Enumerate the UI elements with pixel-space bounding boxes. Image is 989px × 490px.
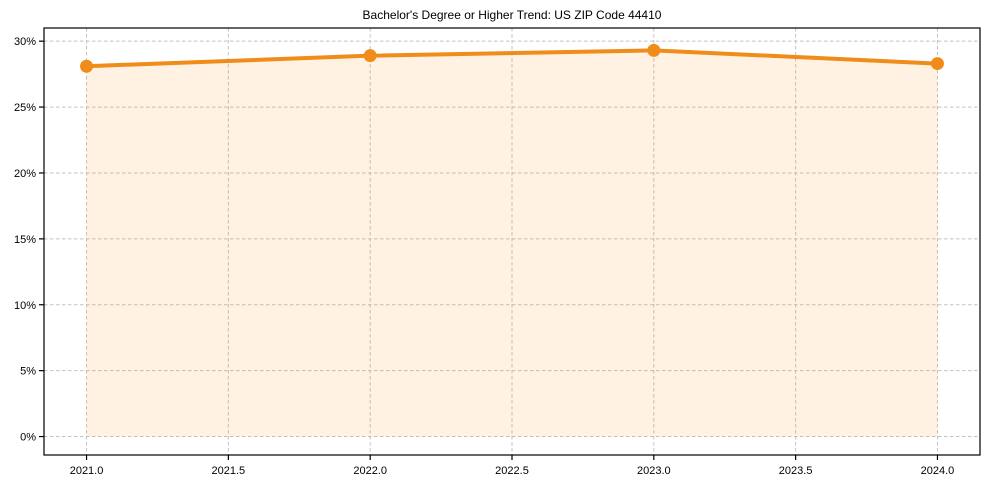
chart-title: Bachelor's Degree or Higher Trend: US ZI… (362, 8, 662, 22)
y-tick-label: 5% (20, 366, 36, 378)
y-tick-label: 10% (14, 300, 36, 312)
x-tick-label: 2024.0 (921, 465, 955, 477)
x-tick-label: 2021.0 (70, 465, 104, 477)
y-tick-label: 0% (20, 432, 36, 444)
x-tick-label: 2022.0 (353, 465, 387, 477)
data-point-marker (80, 59, 94, 73)
data-point-marker (363, 49, 377, 63)
y-tick-label: 30% (14, 36, 36, 48)
x-tick-label: 2021.5 (212, 465, 246, 477)
x-tick-label: 2023.5 (779, 465, 813, 477)
data-point-marker (930, 57, 944, 71)
area-fill (86, 50, 938, 437)
y-tick-label: 15% (14, 234, 36, 246)
y-tick-label: 25% (14, 102, 36, 114)
x-tick-label: 2022.5 (495, 465, 529, 477)
x-tick-label: 2023.0 (637, 465, 671, 477)
trend-line (84, 48, 940, 69)
y-tick-label: 20% (14, 168, 36, 180)
data-point-marker (647, 43, 661, 57)
